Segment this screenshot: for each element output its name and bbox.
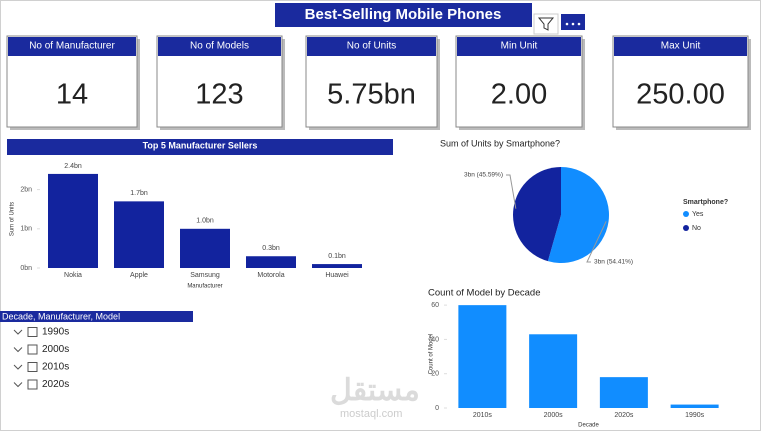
bar[interactable] (180, 228, 230, 268)
data-label: 1.0bn (196, 218, 214, 225)
x-tick-label: Huawei (325, 272, 349, 279)
legend-title: Smartphone? (683, 199, 728, 206)
header-title: Best-Selling Mobile Phones (305, 6, 502, 23)
chevron[interactable] (13, 382, 23, 388)
y-tick-label: 0 (435, 405, 439, 412)
header-bar (275, 3, 532, 27)
slicer-item[interactable]: 2000s (42, 344, 69, 355)
x-axis-label: Manufacturer (187, 284, 222, 290)
card-label: No of Models (190, 41, 249, 52)
chevron[interactable] (13, 347, 23, 353)
card-label: Max Unit (661, 41, 701, 52)
card-value: 123 (195, 79, 243, 111)
y-tick-label: 0bn (20, 265, 32, 272)
pie-slice[interactable] (512, 167, 561, 262)
x-tick-label: Samsung (190, 272, 220, 279)
card-header (8, 37, 136, 56)
y-tick-label: 60 (431, 302, 439, 309)
y-tick-label: 2bn (20, 186, 32, 193)
x-axis-label: Decade (578, 423, 599, 429)
x-tick-label: 2000s (544, 412, 564, 419)
data-label: 1.7bn (130, 190, 148, 197)
slicer-header (0, 311, 193, 322)
card-label: Min Unit (501, 41, 538, 52)
card-header (158, 37, 281, 56)
more-options[interactable] (561, 14, 585, 30)
card-header (307, 37, 436, 56)
filter-icon[interactable] (533, 13, 559, 35)
x-tick-label: Motorola (257, 272, 284, 279)
x-tick-label: Nokia (64, 272, 82, 279)
slicer-item[interactable]: 2010s (42, 362, 69, 373)
bar[interactable] (458, 305, 507, 408)
legend-swatch (683, 211, 689, 217)
legend-swatch (683, 225, 689, 231)
chevron[interactable] (13, 329, 23, 335)
card-value: 14 (56, 79, 88, 111)
legend-label: Yes (692, 211, 704, 218)
card-label: No of Manufacturer (29, 41, 115, 52)
leader-line (586, 221, 607, 263)
bar[interactable] (246, 256, 296, 268)
chart-title: Top 5 Manufacturer Sellers (143, 140, 258, 150)
checkbox[interactable] (27, 362, 38, 372)
data-label: 0.1bn (328, 253, 346, 260)
card-value: 5.75bn (327, 79, 416, 111)
bar[interactable] (312, 264, 362, 268)
checkbox[interactable] (27, 379, 38, 390)
y-tick-label: 40 (431, 336, 439, 343)
checkbox[interactable] (27, 344, 38, 355)
card-value: 2.00 (491, 79, 547, 111)
data-label: 3bn (54.41%) (594, 259, 633, 266)
card-header (614, 37, 747, 56)
data-label: 3bn (45.59%) (464, 172, 503, 179)
legend-label: No (692, 225, 701, 232)
x-tick-label: 2020s (614, 412, 634, 419)
y-axis-label: Count of Model (429, 334, 435, 375)
y-tick-label: 20 (431, 371, 439, 378)
data-label: 0.3bn (262, 245, 280, 252)
checkbox[interactable] (27, 327, 38, 337)
chevron[interactable] (13, 364, 23, 370)
slicer-item[interactable]: 1990s (42, 327, 69, 338)
bar[interactable] (599, 377, 648, 408)
x-tick-label: Apple (130, 272, 148, 279)
watermark-latin: mostaql.com (340, 408, 402, 420)
slicer-item[interactable]: 2020s (42, 379, 69, 390)
chart-title: Sum of Units by Smartphone? (440, 138, 560, 148)
bar[interactable] (48, 173, 98, 268)
x-tick-label: 2010s (473, 412, 493, 419)
data-label: 2.4bn (64, 163, 82, 170)
pie-slice[interactable] (547, 167, 610, 263)
card-header (457, 37, 581, 56)
chart-title: Count of Model by Decade (428, 288, 540, 299)
card-label: No of Units (347, 41, 396, 52)
card-value: 250.00 (636, 79, 725, 111)
bar[interactable] (529, 334, 578, 408)
x-tick-label: 1990s (685, 412, 705, 419)
bar[interactable] (114, 201, 164, 268)
y-axis-label: Sum of Units (10, 202, 16, 236)
chart-title-bar (7, 139, 393, 155)
watermark-arabic: مستقل (330, 374, 420, 407)
leader-line (506, 174, 517, 209)
y-tick-label: 1bn (20, 226, 32, 233)
slicer-title: Decade, Manufacturer, Model (2, 311, 120, 321)
bar[interactable] (670, 404, 719, 408)
